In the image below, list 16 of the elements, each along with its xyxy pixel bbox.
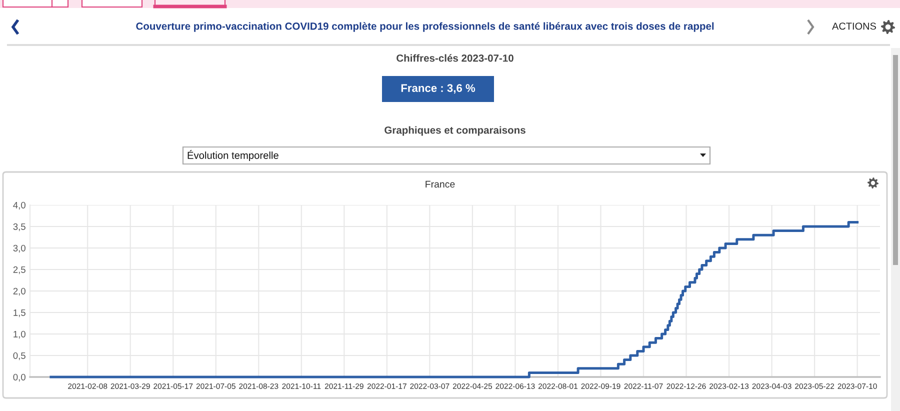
y-tick-label: 3,5 <box>13 223 26 232</box>
y-tick-label: 2,0 <box>13 288 26 296</box>
text: ACTIONS <box>832 22 876 30</box>
y-tick-label: 4,0 <box>13 202 26 210</box>
y-tick-label: 1,5 <box>14 309 26 318</box>
y-tick-label: 0,0 <box>13 374 26 382</box>
y-tick-label: 2,5 <box>13 266 26 274</box>
y-tick-label: 3,0 <box>13 244 26 253</box>
text: Chiffres-clés 2023-07-10 <box>396 54 514 62</box>
y-tick-label: 0,5 <box>13 352 26 360</box>
y-tick-label: 1,0 <box>14 330 26 339</box>
text: France : 3,6 % <box>401 84 476 94</box>
chart-subtitle: France <box>426 180 455 188</box>
chart-title: Couverture primo-vaccination COVID19 complète pour les professionnels de santé libéraux avec trois doses de rappel <box>136 22 714 32</box>
text: Évolution temporelle <box>188 150 278 161</box>
text: Graphiques et comparaisons <box>384 126 526 136</box>
